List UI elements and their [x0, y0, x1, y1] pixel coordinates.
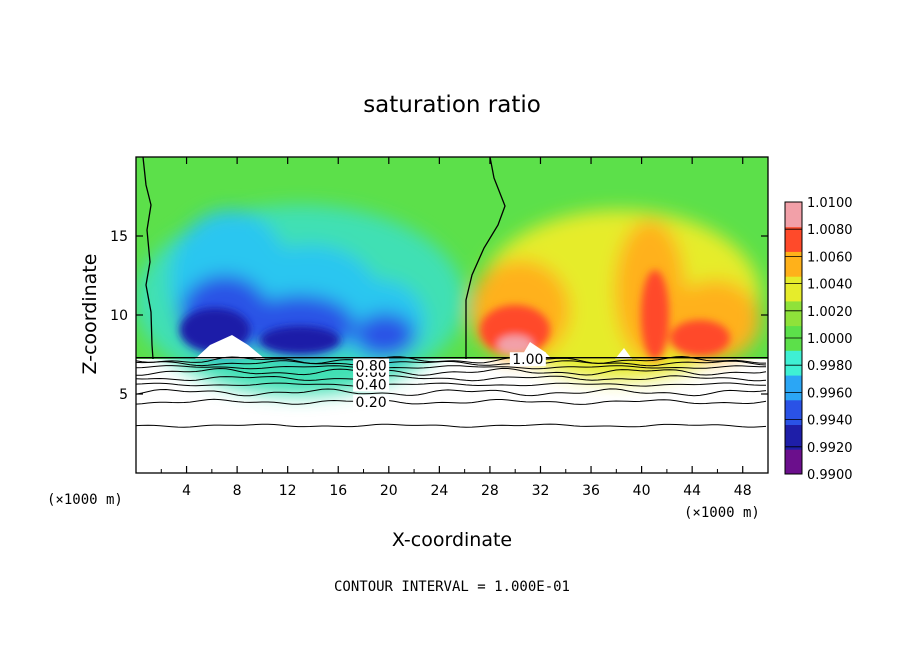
colorbar-label: 0.9980 — [807, 359, 853, 374]
y-tick-label: 10 — [110, 308, 128, 324]
supersat-pink-core — [497, 335, 533, 355]
isoline-1 — [465, 157, 506, 359]
colorbar-label: 1.0080 — [807, 223, 853, 238]
colorbar-swatch — [785, 226, 802, 252]
y-axis-ticks: 5 10 15 — [110, 229, 768, 403]
colorbar-swatch — [785, 251, 802, 277]
contour-line — [135, 360, 767, 367]
contour-label: 0.20 — [356, 395, 387, 411]
contour-line — [135, 365, 766, 370]
isoline-1 — [142, 157, 154, 360]
contour-label-bg — [353, 358, 390, 373]
subsat-darkblue-core — [260, 326, 340, 354]
colorbar-label: 0.9900 — [807, 468, 853, 483]
contour-line — [135, 367, 767, 376]
colorbar-label: 1.0060 — [807, 250, 853, 265]
y-tick-label: 5 — [119, 387, 128, 403]
colorbar-label: 1.0100 — [807, 196, 853, 211]
x-tick-label: 44 — [683, 483, 701, 499]
chart-title: saturation ratio — [363, 92, 541, 118]
contour-label: 0.80 — [356, 359, 387, 375]
colorbar-label: 0.9960 — [807, 386, 853, 401]
colorbar-swatch — [785, 375, 802, 401]
supersat-red-core — [480, 305, 550, 355]
colorbar: 1.0100 1.0080 1.0060 1.0040 1.0020 1.0000 0.99… — [784, 196, 853, 483]
colorbar-swatch — [785, 399, 802, 425]
undefined-patch — [195, 335, 265, 359]
x-unit-right: (×1000 m) — [684, 505, 760, 521]
contour-label: 1.00 — [512, 352, 543, 368]
x-axis-label: X-coordinate — [392, 529, 512, 551]
x-tick-label: 28 — [481, 483, 499, 499]
colorbar-swatch — [785, 202, 802, 228]
supersat-red-core — [641, 270, 669, 360]
undefined-patch — [615, 348, 632, 359]
x-tick-label: 24 — [430, 483, 448, 499]
colorbar-swatch — [785, 449, 802, 475]
contour-line — [135, 375, 767, 382]
x-axis-ticks: 4 8 12 16 20 24 28 32 36 40 44 48 — [160, 157, 752, 499]
x-tick-label: 36 — [582, 483, 600, 499]
y-axis-label: Z-coordinate — [79, 254, 101, 375]
colorbar-swatch — [785, 424, 802, 450]
x-tick-label: 48 — [734, 483, 752, 499]
contour-label-bg — [509, 352, 546, 367]
x-tick-label: 20 — [380, 483, 398, 499]
x-tick-label: 8 — [233, 483, 242, 499]
subsat-blue-core — [355, 313, 415, 357]
x-tick-label: 12 — [279, 483, 297, 499]
supersat-red-core — [670, 320, 730, 356]
colorbar-label: 1.0000 — [807, 332, 853, 347]
contour-label-bg — [353, 377, 390, 392]
x-tick-label: 32 — [532, 483, 550, 499]
contour-line — [135, 382, 766, 387]
y-tick-label: 15 — [110, 229, 128, 245]
contour-label-bg — [353, 394, 390, 409]
footer-note: CONTOUR INTERVAL = 1.000E-01 — [334, 579, 570, 595]
x-unit-left: (×1000 m) — [47, 492, 123, 508]
colorbar-label: 1.0040 — [807, 278, 853, 293]
colorbar-swatch — [785, 350, 802, 376]
contour-line — [135, 388, 767, 397]
colorbar-swatch — [785, 276, 802, 302]
contour-label: 0.40 — [356, 378, 387, 394]
contour-line — [135, 355, 766, 365]
x-tick-label: 16 — [329, 483, 347, 499]
colorbar-swatch — [785, 300, 802, 327]
colorbar-label: 0.9920 — [807, 441, 853, 456]
contour-lines: 0.200.400.600.80 1.00 — [135, 352, 768, 428]
contour-line — [135, 398, 767, 405]
contour-line — [135, 423, 767, 428]
colorbar-label: 1.0020 — [807, 305, 853, 320]
colorbar-label: 0.9940 — [807, 414, 853, 429]
x-tick-label: 4 — [182, 483, 191, 499]
heatmap-field — [136, 157, 768, 395]
x-tick-label: 40 — [633, 483, 651, 499]
